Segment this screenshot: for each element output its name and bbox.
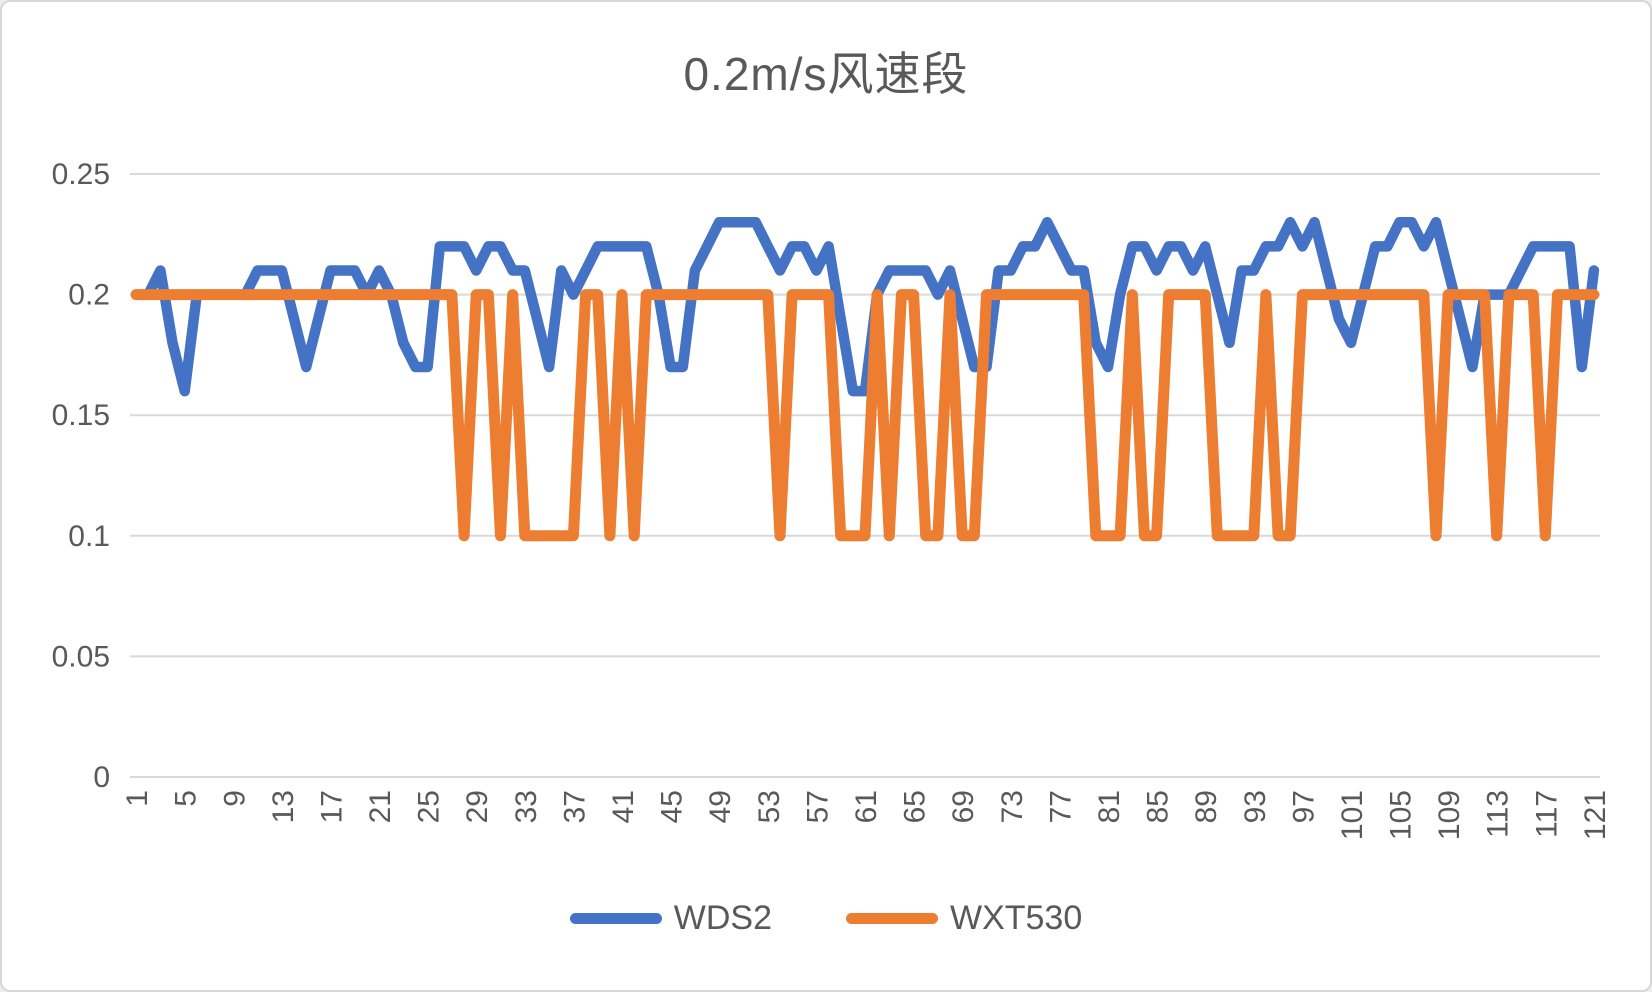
x-axis-tick-label: 105	[1385, 790, 1418, 840]
x-axis-tick-label: 73	[996, 790, 1029, 823]
x-axis-tick-label: 17	[315, 790, 348, 823]
legend-item-wxt530: WXT530	[845, 899, 1083, 938]
x-axis-tick-label: 121	[1579, 790, 1612, 840]
x-axis-tick-label: 13	[267, 790, 300, 823]
x-axis-tick-label: 77	[1044, 790, 1077, 823]
x-axis-tick-label: 93	[1239, 790, 1272, 823]
x-axis-tick-label: 101	[1336, 790, 1369, 840]
legend: WDS2 WXT530	[2, 899, 1650, 938]
x-axis-tick-label: 65	[899, 790, 932, 823]
x-axis-tick-label: 37	[558, 790, 591, 823]
y-axis-tick-label: 0.25	[52, 158, 110, 191]
x-axis-tick-label: 5	[170, 790, 203, 807]
x-axis-tick-label: 69	[947, 790, 980, 823]
legend-label-wds2: WDS2	[673, 899, 772, 937]
chart-title: 0.2m/s风速段	[683, 48, 969, 100]
x-axis-tick-label: 9	[218, 790, 251, 807]
x-axis-tick-label: 21	[364, 790, 397, 823]
x-axis-tick-label: 57	[801, 790, 834, 823]
x-axis-tick-label: 33	[510, 790, 543, 823]
y-axis-tick-label: 0	[93, 761, 110, 794]
x-axis-tick-label: 29	[461, 790, 494, 823]
y-axis-tick-label: 0.2	[68, 279, 110, 312]
y-axis-tick-label: 0.05	[52, 640, 110, 673]
series-line-wxt530	[130, 289, 1600, 542]
legend-item-wds2: WDS2	[569, 899, 772, 938]
legend-swatch-wds2-line	[569, 913, 662, 924]
y-axis-tick-label: 0.15	[52, 399, 110, 432]
x-axis-tick-label: 61	[850, 790, 883, 823]
x-axis-tick-label: 25	[413, 790, 446, 823]
x-axis-tick-label: 97	[1287, 790, 1320, 823]
x-axis-tick-label: 113	[1482, 790, 1515, 838]
x-axis-tick-label: 109	[1433, 790, 1466, 840]
x-axis-tick-label: 41	[607, 790, 640, 823]
x-axis-tick-label: 117	[1530, 790, 1563, 838]
x-axis-tick-label: 89	[1190, 790, 1223, 823]
x-axis-tick-label: 1	[121, 790, 154, 807]
x-axis-tick-label: 81	[1093, 790, 1126, 823]
legend-label-wxt530: WXT530	[949, 899, 1083, 937]
x-axis-tick-label: 49	[704, 790, 737, 823]
x-axis-tick-label: 45	[656, 790, 689, 823]
legend-swatch-wxt530-line	[845, 913, 938, 924]
series-line-wds2	[130, 216, 1600, 397]
y-axis-tick-label: 0.1	[68, 520, 110, 553]
x-axis-tick-label: 53	[753, 790, 786, 823]
x-axis-tick-label: 85	[1142, 790, 1175, 823]
